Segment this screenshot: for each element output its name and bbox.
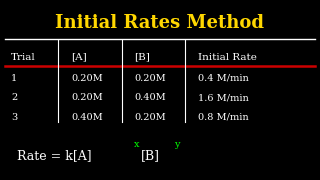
Text: [B]: [B] xyxy=(135,53,150,62)
Text: Trial: Trial xyxy=(11,53,36,62)
Text: 0.8 M/min: 0.8 M/min xyxy=(198,113,249,122)
Text: 0.20M: 0.20M xyxy=(71,74,103,83)
Text: Rate = k[A]: Rate = k[A] xyxy=(17,149,92,162)
Text: 2: 2 xyxy=(11,93,17,102)
Text: 0.20M: 0.20M xyxy=(71,93,103,102)
Text: y: y xyxy=(174,140,180,149)
Text: 0.40M: 0.40M xyxy=(71,113,103,122)
Text: 0.4 M/min: 0.4 M/min xyxy=(198,74,249,83)
Text: 0.20M: 0.20M xyxy=(135,74,166,83)
Text: Initial Rate: Initial Rate xyxy=(198,53,257,62)
Text: x: x xyxy=(134,140,140,149)
Text: 3: 3 xyxy=(11,113,17,122)
Text: 0.20M: 0.20M xyxy=(135,113,166,122)
Text: 1: 1 xyxy=(11,74,17,83)
Text: Initial Rates Method: Initial Rates Method xyxy=(55,14,265,32)
Text: 0.40M: 0.40M xyxy=(135,93,166,102)
Text: [B]: [B] xyxy=(141,149,160,162)
Text: 1.6 M/min: 1.6 M/min xyxy=(198,93,249,102)
Text: [A]: [A] xyxy=(71,53,87,62)
